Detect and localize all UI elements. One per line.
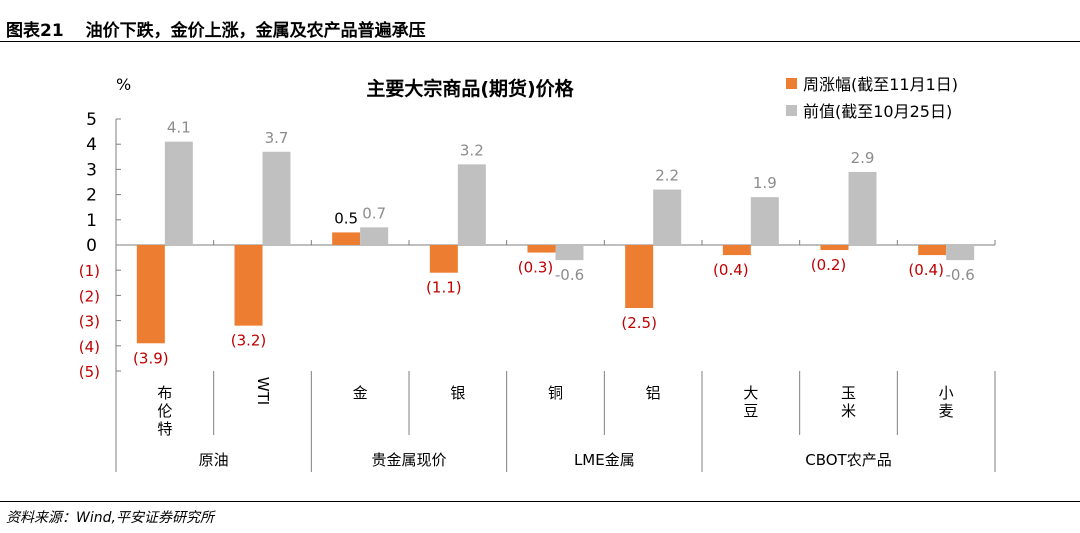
bar-previous bbox=[946, 245, 975, 261]
footer-divider bbox=[0, 501, 1080, 502]
legend-swatch bbox=[786, 78, 797, 89]
category-label: WTI bbox=[254, 377, 272, 405]
bar-weekly bbox=[136, 245, 165, 344]
category-label: 米 bbox=[841, 402, 856, 420]
bar-weekly bbox=[429, 245, 458, 273]
data-label: 3.7 bbox=[265, 129, 289, 147]
bar-previous bbox=[848, 171, 877, 245]
bar-previous bbox=[457, 164, 486, 245]
group-label: LME金属 bbox=[574, 451, 635, 469]
category-label: 银 bbox=[450, 384, 465, 402]
y-tick-label: 1 bbox=[86, 211, 97, 231]
data-label: (0.3) bbox=[518, 259, 554, 277]
figure-title: 油价下跌，金价上涨，金属及农产品普遍承压 bbox=[85, 21, 426, 41]
category-label: 豆 bbox=[743, 402, 758, 420]
data-label: (3.9) bbox=[133, 349, 169, 367]
figure-header: 图表21 油价下跌，金价上涨，金属及农产品普遍承压 bbox=[6, 16, 426, 41]
bar-previous bbox=[262, 151, 291, 245]
bar-previous bbox=[653, 189, 682, 245]
data-label: 1.9 bbox=[753, 174, 777, 192]
header-divider bbox=[0, 41, 1080, 42]
bar-previous bbox=[750, 197, 779, 245]
y-tick-label: 5 bbox=[86, 110, 97, 130]
y-tick-label: (3) bbox=[79, 313, 100, 331]
group-label: 贵金属现价 bbox=[371, 451, 446, 469]
category-label: 小 bbox=[939, 384, 954, 402]
bar-weekly bbox=[527, 245, 556, 253]
data-label: 2.9 bbox=[851, 149, 875, 167]
bar-previous bbox=[164, 141, 193, 245]
bar-previous bbox=[360, 227, 389, 245]
source-note: 资料来源：Wind,平安证券研究所 bbox=[6, 510, 214, 526]
data-label: (0.4) bbox=[713, 261, 749, 279]
chart-title: 主要大宗商品(期货)价格 bbox=[366, 77, 574, 100]
y-tick-label: 2 bbox=[86, 186, 97, 206]
bar-weekly bbox=[918, 245, 947, 256]
data-label: 3.2 bbox=[460, 141, 484, 159]
figure-number: 图表21 bbox=[6, 21, 64, 41]
y-axis-unit: % bbox=[116, 75, 131, 94]
category-label: 伦 bbox=[157, 402, 172, 420]
category-label: 金 bbox=[353, 384, 368, 402]
data-label: -0.6 bbox=[555, 266, 584, 284]
bar-chart: 主要大宗商品(期货)价格% 5 4 3 2 1 0 (1) (2) (3) (4) (5) 原油 贵金属现… bbox=[79, 75, 996, 472]
bar-weekly bbox=[234, 245, 263, 326]
category-label: 铜 bbox=[548, 384, 563, 402]
y-tick-label: (2) bbox=[79, 287, 100, 305]
legend-label: 周涨幅(截至11月1日) bbox=[803, 75, 958, 94]
y-tick-label: 0 bbox=[86, 236, 97, 256]
data-label: (1.1) bbox=[426, 279, 462, 297]
data-label: 4.1 bbox=[167, 119, 191, 137]
y-tick-label: (5) bbox=[79, 363, 100, 381]
category-label: 布 bbox=[157, 384, 172, 402]
bar-weekly bbox=[625, 245, 654, 308]
legend-swatch bbox=[786, 105, 797, 116]
group-label: CBOT农产品 bbox=[805, 451, 891, 469]
y-tick-label: 3 bbox=[86, 160, 97, 180]
data-label: 0.5 bbox=[334, 209, 358, 227]
legend-label: 前值(截至10月25日) bbox=[803, 102, 952, 121]
y-tick-label: 4 bbox=[86, 135, 97, 155]
y-tick-label: (1) bbox=[79, 262, 100, 280]
data-label: 2.2 bbox=[655, 167, 679, 185]
bar-weekly bbox=[820, 245, 849, 251]
category-label: 麦 bbox=[939, 402, 954, 420]
bar-weekly bbox=[722, 245, 751, 256]
data-label: (3.2) bbox=[231, 332, 267, 350]
category-label: 大 bbox=[743, 384, 758, 402]
data-label: (0.4) bbox=[908, 261, 944, 279]
bar-weekly bbox=[332, 232, 361, 245]
bar-previous bbox=[555, 245, 584, 261]
y-tick-label: (4) bbox=[79, 338, 100, 356]
data-label: -0.6 bbox=[946, 266, 975, 284]
data-label: (2.5) bbox=[621, 314, 657, 332]
group-label: 原油 bbox=[199, 451, 229, 469]
data-label: 0.7 bbox=[362, 204, 386, 222]
data-label: (0.2) bbox=[811, 256, 847, 274]
category-label: 特 bbox=[157, 420, 172, 438]
category-label: 铝 bbox=[646, 384, 661, 402]
category-label: 玉 bbox=[841, 384, 856, 402]
